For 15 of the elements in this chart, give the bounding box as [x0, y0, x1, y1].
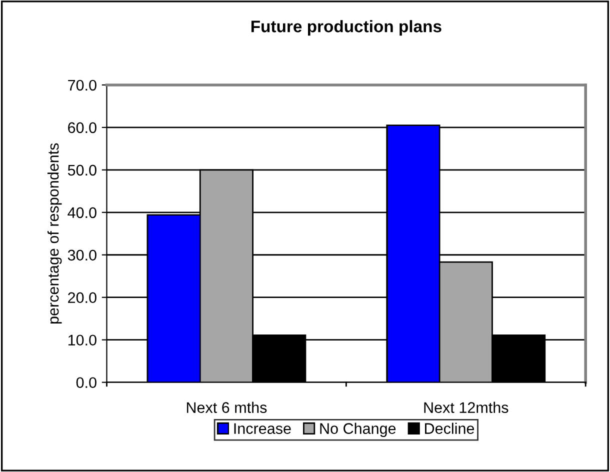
y-tick-label: 30.0: [68, 250, 96, 261]
y-tick-label: 70.0: [68, 80, 96, 91]
x-tick-label: Next 6 mths: [186, 402, 267, 413]
legend-label: Increase: [234, 423, 291, 434]
legend-label: Decline: [425, 422, 474, 434]
y-tick-label: 50.0: [68, 164, 96, 176]
y-tick-label: 20.0: [68, 292, 96, 304]
x-tick-label: Next 12mths: [424, 402, 508, 413]
y-tick-label: 60.0: [68, 122, 96, 134]
y-tick-label: 0.0: [76, 377, 96, 388]
y-tick-label: 10.0: [68, 334, 96, 346]
y-tick-label: 40.0: [68, 207, 96, 218]
y-axis-title: percentage of respondents: [48, 143, 62, 324]
legend-label: No Change: [320, 422, 396, 437]
chart-title: Future production plans: [251, 20, 442, 36]
